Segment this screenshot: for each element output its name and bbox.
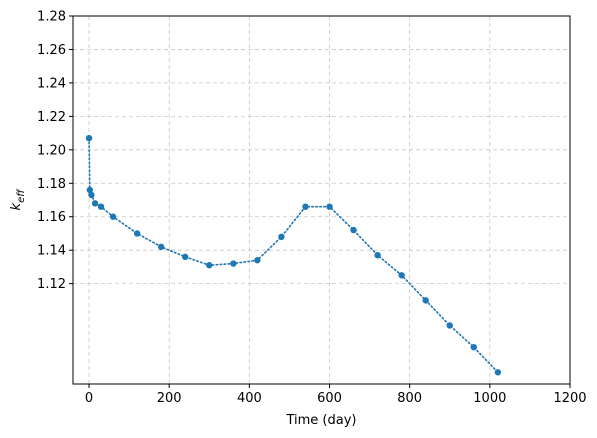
x-tick-label: 1000: [473, 391, 506, 406]
y-axis-label: keff: [9, 188, 27, 211]
x-tick-label: 400: [237, 391, 262, 406]
x-tick-label: 0: [85, 391, 93, 406]
series-line: [88, 137, 499, 374]
data-point: [398, 272, 405, 279]
data-point: [350, 226, 357, 234]
data-point: [326, 203, 333, 210]
y-tick-label: 1.22: [37, 110, 66, 125]
data-point: [470, 344, 478, 351]
data-series: [85, 134, 502, 376]
data-point: [446, 322, 453, 329]
y-tick-label: 1.26: [37, 43, 66, 58]
data-point: [133, 230, 141, 237]
y-axis-label-main: k: [9, 202, 24, 210]
data-point: [206, 262, 213, 269]
x-tick-label: 1200: [553, 391, 586, 406]
plot-frame: [72, 15, 571, 385]
data-point: [86, 186, 94, 194]
data-point: [278, 233, 285, 240]
data-point: [109, 213, 117, 220]
x-tick-label: 800: [397, 391, 422, 406]
data-point: [157, 243, 165, 251]
data-point: [374, 252, 381, 259]
y-tick-label: 1.28: [37, 10, 66, 25]
data-point: [422, 297, 429, 304]
data-point: [254, 257, 261, 264]
y-tick-label: 1.16: [37, 210, 66, 225]
y-axis-label-subscript: eff: [16, 188, 27, 203]
data-point: [85, 134, 93, 142]
data-point: [182, 253, 189, 261]
y-tick-label: 1.14: [37, 244, 66, 259]
x-axis-label: Time (day): [285, 413, 356, 428]
y-tick-label: 1.24: [37, 76, 66, 91]
y-tick-label: 1.18: [37, 177, 66, 192]
x-tick-label: 200: [157, 391, 182, 406]
data-point: [494, 369, 502, 376]
data-point: [302, 203, 309, 210]
data-point: [88, 191, 95, 199]
axis-ticks: 0 200 400 600 800 1000 1200 1.12 1.14 1.16 1.18 1.2…: [37, 10, 587, 407]
data-point: [97, 203, 105, 210]
data-point: [91, 200, 99, 207]
x-tick-label: 600: [317, 391, 342, 406]
data-point: [230, 260, 237, 267]
y-tick-label: 1.12: [37, 277, 66, 292]
y-tick-label: 1.20: [37, 143, 66, 158]
